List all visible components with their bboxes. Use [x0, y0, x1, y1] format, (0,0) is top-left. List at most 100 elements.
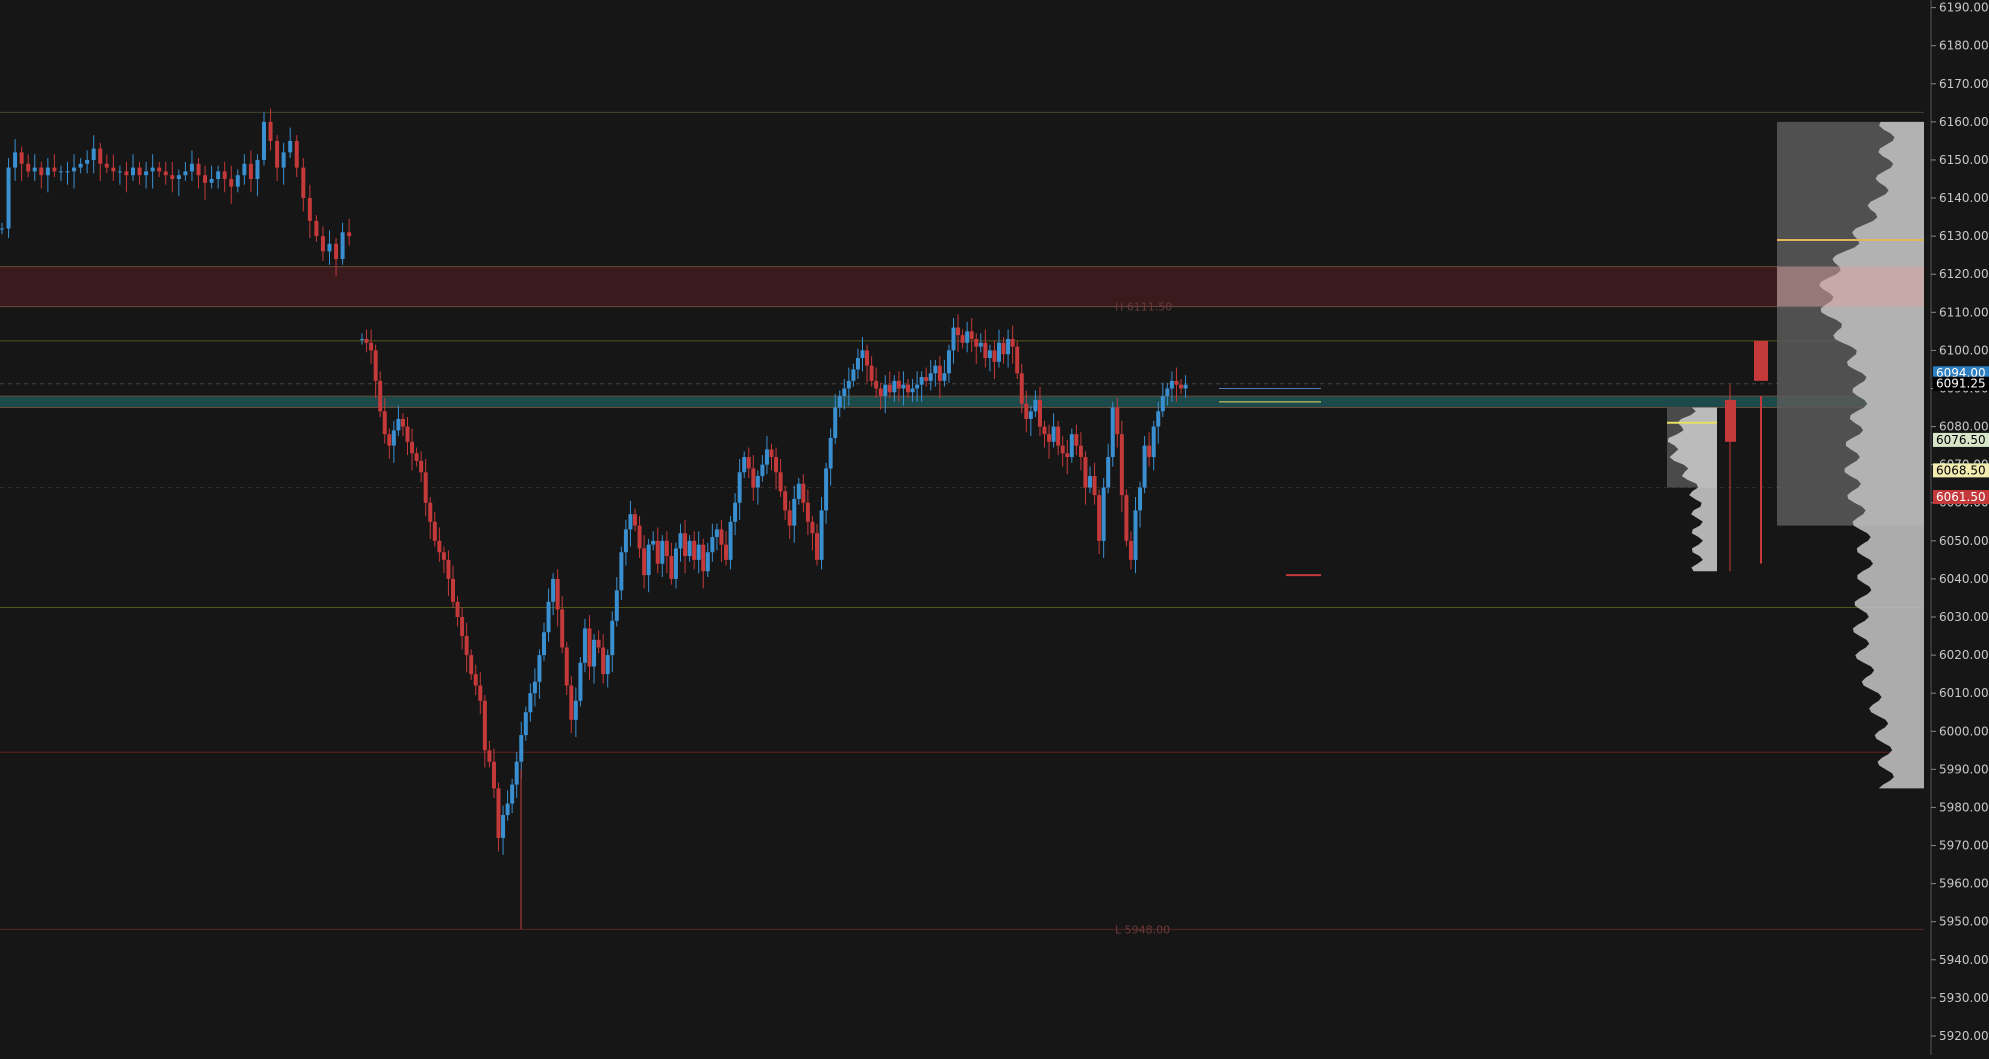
price-tick-label: 6010.00	[1939, 686, 1989, 700]
candle	[919, 377, 924, 385]
candle	[327, 243, 332, 252]
price-label	[1933, 463, 1989, 478]
candle	[235, 175, 240, 187]
price-tick-label: 5930.00	[1939, 991, 1989, 1005]
price-tick-label: 6150.00	[1939, 153, 1989, 167]
candle	[778, 472, 783, 492]
candle	[764, 449, 769, 465]
candle	[189, 163, 194, 172]
candle	[956, 327, 961, 336]
candle	[288, 140, 293, 153]
candle	[724, 544, 728, 560]
candle	[878, 388, 883, 397]
candle	[692, 540, 697, 560]
price-tick-label: 5980.00	[1939, 800, 1989, 814]
candle	[623, 529, 628, 553]
candle	[281, 152, 286, 168]
candle	[605, 655, 610, 675]
value-zone	[0, 396, 1931, 408]
candle	[646, 544, 651, 576]
candle	[1115, 407, 1120, 435]
annotations-layer: H 6111.50 L 5948.00	[1115, 301, 1172, 937]
price-tick-label: 5970.00	[1939, 839, 1989, 853]
candle	[382, 411, 387, 435]
candle	[496, 788, 501, 838]
candle	[760, 464, 765, 477]
candle	[851, 369, 856, 381]
price-tick-label: 5990.00	[1939, 762, 1989, 776]
profile-zone-highlight	[1777, 266, 1927, 307]
candle	[124, 171, 129, 176]
candle	[833, 407, 838, 438]
candle	[596, 639, 601, 648]
candle	[865, 350, 870, 366]
candle	[131, 167, 135, 176]
candle	[32, 167, 37, 172]
price-label-text: 6076.50	[1936, 433, 1986, 447]
candle	[222, 171, 227, 180]
candle	[229, 179, 234, 187]
candle	[601, 647, 606, 675]
candle	[1147, 445, 1152, 458]
candle	[837, 396, 842, 408]
price-tick-label: 6000.00	[1939, 724, 1989, 738]
candle	[933, 365, 938, 374]
candle	[910, 388, 915, 393]
candle	[414, 453, 419, 461]
candle	[1160, 396, 1165, 412]
candle	[546, 601, 551, 633]
candle	[965, 331, 970, 343]
price-tick-label: 6080.00	[1939, 420, 1989, 434]
candle	[320, 236, 325, 252]
candle	[52, 167, 57, 172]
candle	[1074, 434, 1079, 446]
candle	[1110, 407, 1115, 458]
candle	[505, 803, 510, 816]
candle	[491, 761, 496, 789]
candle	[248, 163, 253, 180]
candle	[487, 750, 492, 762]
candle	[510, 784, 515, 804]
price-label	[1933, 490, 1989, 505]
candle	[1001, 342, 1006, 355]
candle	[446, 559, 451, 579]
candle	[396, 418, 401, 431]
candle	[1097, 495, 1102, 541]
candle	[373, 350, 378, 381]
candles-layer	[0, 108, 1768, 930]
candle	[578, 662, 583, 701]
candle	[72, 167, 77, 172]
candle	[805, 502, 810, 522]
candle	[78, 163, 83, 168]
price-label-text: 6061.50	[1936, 490, 1986, 504]
candle	[360, 338, 364, 340]
price-tick-label: 6030.00	[1939, 610, 1989, 624]
candle	[268, 121, 273, 141]
price-tick-label: 6100.00	[1939, 343, 1989, 357]
price-label	[1933, 376, 1989, 391]
candle	[262, 121, 266, 160]
candle	[978, 342, 983, 347]
price-tick-label: 6180.00	[1939, 39, 1989, 53]
candle	[196, 163, 201, 176]
candle	[455, 601, 460, 618]
price-tick-label: 6120.00	[1939, 267, 1989, 281]
level-annotation: H 6111.50	[1115, 301, 1172, 314]
candle	[678, 533, 683, 549]
candle	[896, 380, 901, 389]
candle	[111, 167, 116, 172]
candle	[13, 152, 18, 168]
candle	[432, 521, 437, 541]
candle	[307, 198, 312, 221]
candle	[642, 548, 647, 576]
candle	[26, 163, 31, 172]
candle	[209, 179, 214, 183]
candle	[0, 228, 4, 230]
candle	[519, 735, 524, 762]
candle	[514, 761, 519, 785]
candle	[701, 544, 706, 572]
candle	[275, 140, 280, 168]
candle	[1006, 338, 1011, 355]
